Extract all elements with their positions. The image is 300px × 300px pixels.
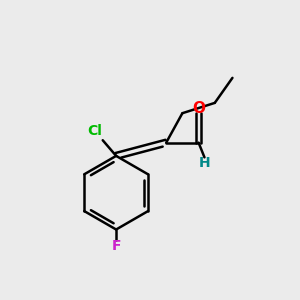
Text: F: F — [111, 239, 121, 253]
Text: O: O — [192, 101, 205, 116]
Text: Cl: Cl — [88, 124, 103, 138]
Text: H: H — [199, 156, 210, 170]
